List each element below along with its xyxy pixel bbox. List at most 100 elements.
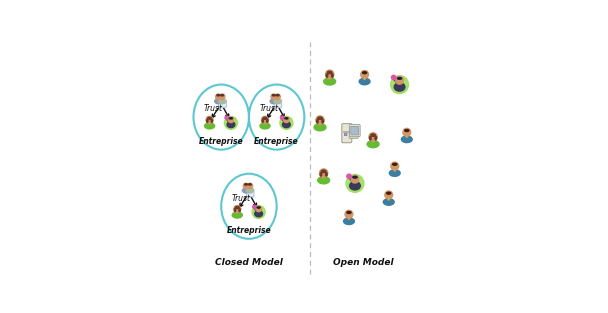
Text: Open Model: Open Model — [333, 258, 394, 267]
Ellipse shape — [232, 212, 243, 218]
FancyBboxPatch shape — [342, 124, 352, 143]
Circle shape — [390, 76, 409, 94]
Ellipse shape — [394, 168, 396, 171]
Ellipse shape — [276, 95, 279, 96]
Circle shape — [252, 206, 265, 218]
Ellipse shape — [257, 207, 260, 208]
Circle shape — [261, 116, 269, 123]
Circle shape — [316, 116, 324, 124]
Ellipse shape — [243, 188, 250, 193]
Ellipse shape — [320, 172, 322, 176]
Ellipse shape — [255, 211, 263, 217]
Ellipse shape — [264, 122, 266, 124]
Circle shape — [325, 70, 334, 78]
Circle shape — [224, 116, 238, 129]
FancyBboxPatch shape — [394, 169, 396, 172]
Ellipse shape — [246, 188, 254, 193]
Ellipse shape — [263, 117, 267, 119]
Ellipse shape — [372, 139, 374, 142]
Circle shape — [219, 94, 225, 100]
Ellipse shape — [208, 117, 212, 119]
Ellipse shape — [344, 218, 354, 224]
Circle shape — [280, 116, 293, 129]
Ellipse shape — [215, 99, 222, 104]
Text: Trust: Trust — [204, 104, 223, 113]
Circle shape — [346, 174, 364, 192]
Circle shape — [351, 175, 359, 183]
Text: Entreprise: Entreprise — [199, 137, 244, 146]
Ellipse shape — [218, 99, 226, 104]
FancyBboxPatch shape — [349, 135, 358, 138]
Ellipse shape — [204, 123, 215, 129]
Ellipse shape — [317, 120, 318, 123]
Circle shape — [385, 191, 393, 199]
Ellipse shape — [260, 123, 270, 129]
FancyBboxPatch shape — [344, 133, 347, 136]
Ellipse shape — [323, 78, 336, 85]
Ellipse shape — [387, 192, 391, 194]
Text: Entreprise: Entreprise — [254, 137, 299, 146]
Ellipse shape — [283, 121, 290, 128]
Circle shape — [228, 117, 233, 123]
FancyBboxPatch shape — [344, 131, 350, 133]
Text: Closed Model: Closed Model — [215, 258, 283, 267]
Circle shape — [391, 162, 399, 170]
Ellipse shape — [405, 130, 409, 131]
Circle shape — [320, 169, 328, 177]
Ellipse shape — [331, 74, 333, 77]
FancyBboxPatch shape — [218, 100, 226, 108]
Ellipse shape — [267, 120, 268, 122]
Ellipse shape — [322, 120, 323, 123]
Ellipse shape — [394, 83, 405, 91]
FancyBboxPatch shape — [388, 198, 390, 201]
Circle shape — [369, 133, 377, 141]
Ellipse shape — [353, 176, 357, 178]
Ellipse shape — [221, 95, 224, 96]
FancyBboxPatch shape — [364, 77, 365, 80]
Circle shape — [216, 94, 221, 100]
Circle shape — [243, 183, 249, 189]
Ellipse shape — [209, 122, 210, 124]
Ellipse shape — [326, 74, 328, 77]
Ellipse shape — [239, 208, 240, 212]
FancyBboxPatch shape — [274, 100, 282, 108]
Circle shape — [283, 117, 289, 123]
Ellipse shape — [249, 184, 251, 185]
Ellipse shape — [314, 124, 326, 131]
FancyBboxPatch shape — [348, 217, 350, 220]
Ellipse shape — [270, 99, 277, 104]
Ellipse shape — [285, 118, 288, 119]
Circle shape — [206, 116, 213, 123]
Circle shape — [225, 116, 228, 119]
Circle shape — [275, 94, 280, 100]
Ellipse shape — [350, 182, 361, 190]
Circle shape — [247, 183, 252, 189]
Ellipse shape — [329, 77, 331, 79]
Circle shape — [256, 206, 261, 212]
Ellipse shape — [347, 212, 351, 213]
Circle shape — [392, 75, 396, 80]
Ellipse shape — [211, 120, 213, 122]
Ellipse shape — [237, 211, 238, 213]
Ellipse shape — [244, 184, 247, 185]
Ellipse shape — [370, 136, 371, 140]
Circle shape — [345, 210, 353, 218]
Ellipse shape — [367, 141, 379, 148]
Circle shape — [253, 205, 256, 208]
Ellipse shape — [318, 177, 330, 184]
Text: Trust: Trust — [260, 104, 278, 113]
Ellipse shape — [371, 134, 375, 136]
Ellipse shape — [227, 121, 235, 128]
FancyBboxPatch shape — [246, 189, 254, 197]
Ellipse shape — [393, 163, 397, 165]
Ellipse shape — [274, 99, 282, 104]
Ellipse shape — [235, 207, 239, 208]
Ellipse shape — [318, 117, 322, 120]
Ellipse shape — [323, 176, 325, 178]
Ellipse shape — [262, 120, 263, 122]
Ellipse shape — [375, 136, 376, 140]
Ellipse shape — [389, 170, 400, 176]
Ellipse shape — [383, 199, 394, 205]
Circle shape — [280, 116, 283, 119]
Ellipse shape — [207, 120, 208, 122]
